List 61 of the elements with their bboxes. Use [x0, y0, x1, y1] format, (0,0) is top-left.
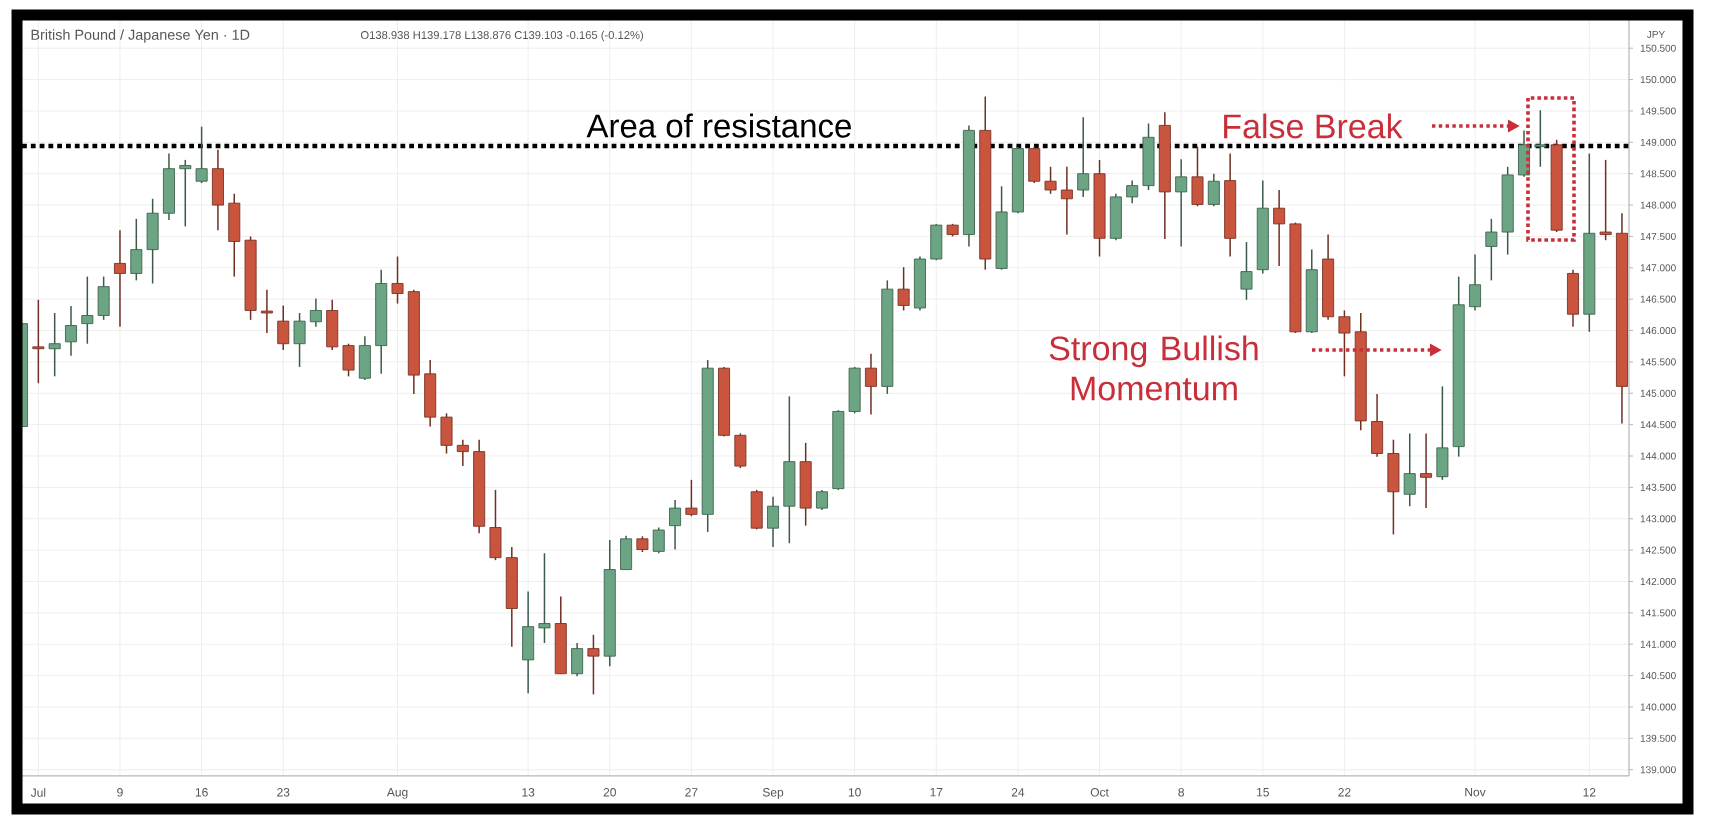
ref-line-label: Area of resistance — [586, 113, 851, 138]
candlestick — [1191, 145, 1204, 208]
candlestick — [424, 359, 437, 428]
candlestick — [816, 489, 828, 511]
candlestick — [489, 489, 502, 561]
candlestick — [1060, 166, 1073, 236]
candlestick — [1599, 159, 1612, 241]
candlestick — [113, 229, 126, 328]
annotation: Strong Bullish Momentum — [1049, 335, 1258, 401]
candlestick — [1273, 189, 1286, 267]
candlestick — [1403, 432, 1416, 507]
candlestick — [391, 255, 404, 305]
candlestick — [32, 299, 45, 384]
candlestick — [1436, 385, 1449, 481]
candlestick — [440, 412, 453, 455]
candlestick — [342, 342, 355, 378]
candlestick — [228, 193, 241, 278]
candlestick — [358, 335, 371, 381]
candlestick — [48, 312, 61, 378]
candlestick — [179, 159, 192, 228]
candlestick — [669, 499, 682, 551]
candlestick — [1044, 166, 1057, 195]
annotation: False Break — [1224, 113, 1403, 139]
candlestick — [326, 299, 339, 351]
candlestick — [685, 479, 698, 517]
candlestick — [277, 304, 290, 351]
candlestick — [195, 125, 208, 184]
candlestick — [456, 438, 469, 467]
candlestick — [1420, 432, 1433, 509]
candlestick — [162, 152, 175, 221]
candlestick — [1240, 241, 1253, 301]
candlestick — [1077, 116, 1090, 198]
candlestick — [293, 312, 306, 368]
candlestick — [1387, 438, 1400, 536]
candlestick — [620, 534, 633, 571]
candlestick — [799, 442, 812, 527]
candlestick — [211, 149, 224, 231]
candlestick — [1469, 253, 1482, 312]
candlestick — [1109, 193, 1122, 241]
candlestick — [538, 552, 551, 644]
candlestick — [309, 297, 322, 328]
candlestick — [522, 590, 535, 694]
candlestick — [897, 266, 910, 312]
candlestick — [1207, 172, 1220, 208]
candlestick — [652, 526, 665, 554]
candlestick — [260, 289, 273, 334]
candlestick — [864, 353, 877, 416]
candlestick — [783, 395, 796, 544]
candlestick — [571, 642, 584, 677]
candlestick — [1371, 393, 1384, 458]
candlestick — [750, 489, 763, 531]
candlestick — [1338, 309, 1351, 378]
candlestick — [587, 634, 600, 696]
candlestick — [1534, 109, 1547, 168]
candlestick — [65, 305, 77, 357]
candlestick — [1566, 268, 1579, 328]
candlestick — [1126, 179, 1139, 204]
candlestick — [734, 432, 747, 469]
candlestick — [1028, 145, 1041, 184]
candlestick — [1175, 158, 1188, 248]
candlestick — [767, 496, 780, 548]
